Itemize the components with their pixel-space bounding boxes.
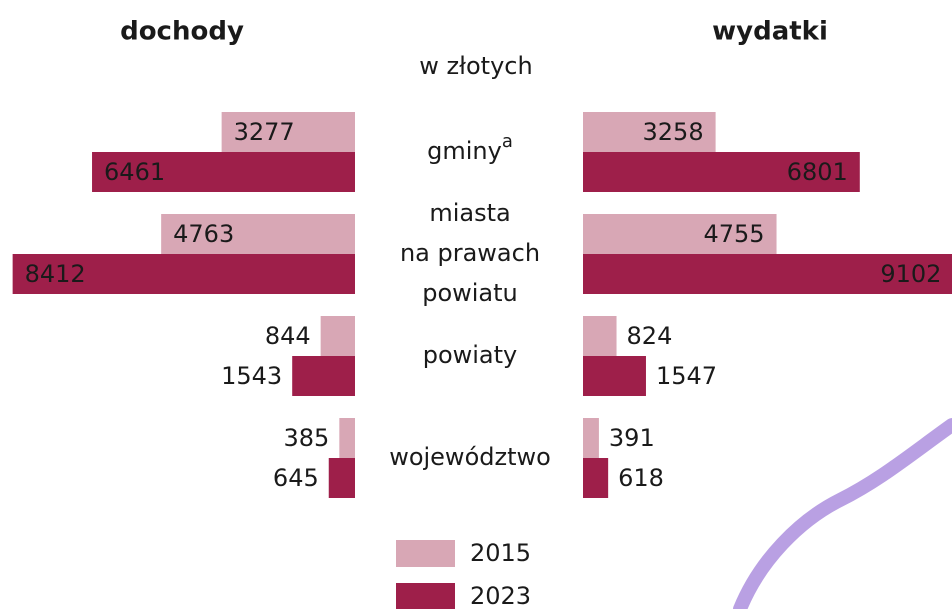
bar <box>339 418 355 458</box>
value-label: 645 <box>273 464 319 492</box>
bar <box>292 356 355 396</box>
legend-label: 2015 <box>470 539 531 567</box>
category-text: na prawach <box>400 239 540 267</box>
value-label: 1547 <box>656 362 717 390</box>
value-label: 3258 <box>643 118 704 146</box>
value-label: 385 <box>284 424 330 452</box>
category-text: powiaty <box>423 341 518 369</box>
bar <box>321 316 355 356</box>
category-text: gminy <box>427 137 502 165</box>
legend-swatch <box>396 583 455 609</box>
category-label: województwo <box>389 443 551 471</box>
category-text: powiatu <box>422 279 518 307</box>
subtitle: w złotych <box>419 52 532 80</box>
category-label: miasta <box>429 199 510 227</box>
bar <box>329 458 355 498</box>
category-label: na prawach <box>400 239 540 267</box>
value-label: 618 <box>618 464 664 492</box>
bar <box>583 418 599 458</box>
category-label: powiaty <box>423 341 518 369</box>
value-label: 6801 <box>787 158 848 186</box>
value-label: 8412 <box>25 260 86 288</box>
legend-swatch <box>396 540 455 567</box>
legend-label: 2023 <box>470 582 531 609</box>
value-label: 4763 <box>173 220 234 248</box>
value-label: 1543 <box>221 362 282 390</box>
category-label: gminya <box>427 131 513 165</box>
category-label: powiatu <box>422 279 518 307</box>
value-label: 6461 <box>104 158 165 186</box>
value-label: 3277 <box>234 118 295 146</box>
value-label: 9102 <box>880 260 941 288</box>
value-label: 4755 <box>703 220 764 248</box>
category-text: miasta <box>429 199 510 227</box>
category-text: województwo <box>389 443 551 471</box>
bar <box>583 356 646 396</box>
bar <box>583 316 617 356</box>
category-superscript: a <box>502 131 513 152</box>
decoration <box>740 425 952 609</box>
bar <box>583 458 608 498</box>
value-label: 824 <box>627 322 673 350</box>
value-label: 844 <box>265 322 311 350</box>
panel-title: wydatki <box>712 17 828 47</box>
chart: w złotych gminya miasta na prawach powiatu p… <box>0 0 952 609</box>
value-label: 391 <box>609 424 655 452</box>
panel-title: dochody <box>120 17 244 47</box>
